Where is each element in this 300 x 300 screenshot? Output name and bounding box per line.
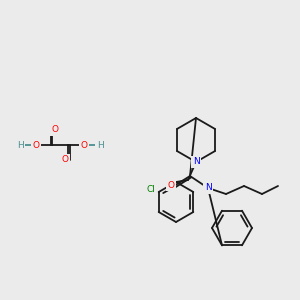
Text: O: O	[80, 140, 88, 149]
Text: O: O	[52, 125, 58, 134]
Text: N: N	[205, 184, 212, 193]
Text: N: N	[193, 158, 200, 166]
Text: Cl: Cl	[146, 184, 155, 194]
Text: O: O	[61, 155, 68, 164]
Text: H: H	[97, 140, 104, 149]
Text: O: O	[167, 181, 175, 190]
Text: O: O	[32, 140, 40, 149]
Text: H: H	[16, 140, 23, 149]
